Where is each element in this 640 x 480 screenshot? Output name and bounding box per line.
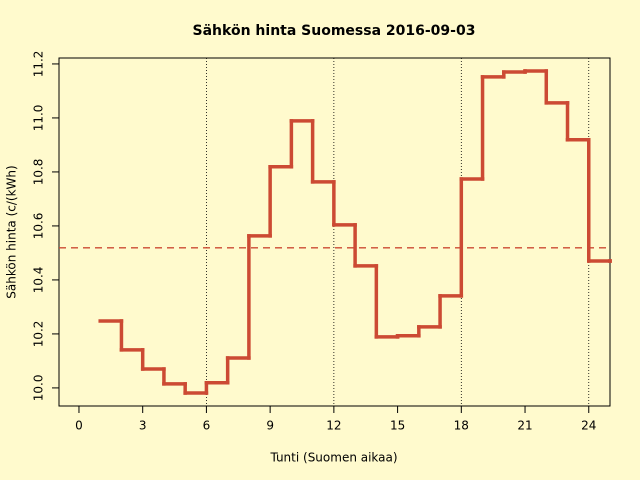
x-tick-label: 15	[390, 419, 405, 433]
plot-frame	[58, 57, 611, 407]
y-tick-label: 10.2	[32, 321, 46, 348]
y-axis-label: Sähkön hinta (c/(kWh)	[5, 165, 19, 298]
y-tick-label: 11.2	[32, 51, 46, 78]
y-tick-label: 11.0	[32, 105, 46, 132]
x-axis-label: Tunti (Suomen aikaa)	[269, 451, 397, 465]
x-tick-label: 21	[517, 419, 532, 433]
x-tick-label: 12	[326, 419, 341, 433]
y-tick-label: 10.8	[32, 159, 46, 186]
x-tick-label: 9	[266, 419, 274, 433]
x-tick-label: 3	[139, 419, 147, 433]
y-tick-label: 10.4	[32, 267, 46, 294]
chart-title: Sähkön hinta Suomessa 2016-09-03	[193, 23, 476, 39]
y-tick-label: 10.0	[32, 375, 46, 402]
y-tick-label: 10.6	[32, 213, 46, 240]
x-tick-label: 24	[581, 419, 596, 433]
x-tick-label: 18	[454, 419, 469, 433]
x-tick-label: 6	[203, 419, 211, 433]
x-tick-label: 0	[75, 419, 83, 433]
